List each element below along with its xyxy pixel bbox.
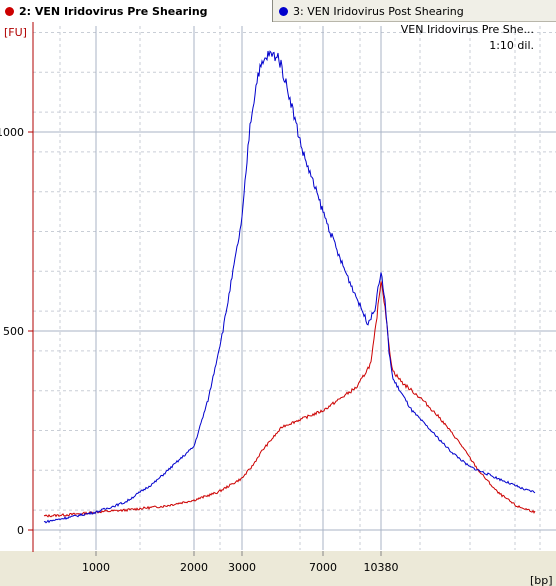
- sample-annotation-name: VEN Iridovirus Pre She...: [401, 23, 534, 36]
- y-axis-label: [FU]: [4, 26, 27, 39]
- x-tick-label: 2000: [180, 561, 208, 574]
- electropherogram-chart: 1000 2000 3000 7000 10380 0 500 1000 [FU] [bp]…: [0, 22, 556, 586]
- sample-annotation-dilution: 1:10 dil.: [489, 39, 534, 52]
- series-line-post-shearing: [43, 50, 536, 524]
- x-tick-label: 1000: [82, 561, 110, 574]
- y-tick-label: 1000: [0, 126, 24, 139]
- red-dot-icon: [5, 6, 14, 16]
- tab-pre-shearing-label: 2: VEN Iridovirus Pre Shearing: [19, 4, 208, 18]
- sample-tab-bar: 2: VEN Iridovirus Pre Shearing 3: VEN Ir…: [0, 0, 556, 22]
- series-line-pre-shearing: [43, 281, 536, 518]
- x-ticks: 1000 2000 3000 7000 10380: [82, 551, 399, 574]
- chart-grid: [33, 26, 556, 550]
- x-tick-label: 3000: [228, 561, 256, 574]
- tab-post-shearing[interactable]: 3: VEN Iridovirus Post Shearing: [272, 0, 556, 22]
- x-tick-label: 10380: [364, 561, 399, 574]
- chart-background: [0, 22, 556, 586]
- x-axis-label: [bp]: [530, 574, 553, 586]
- y-tick-label: 500: [3, 325, 24, 338]
- series-layer: [43, 50, 536, 524]
- tab-pre-shearing[interactable]: 2: VEN Iridovirus Pre Shearing: [0, 0, 272, 22]
- y-ticks: 0 500 1000: [0, 126, 33, 537]
- y-tick-label: 0: [17, 524, 24, 537]
- x-axis-band: [0, 551, 556, 586]
- tab-post-shearing-label: 3: VEN Iridovirus Post Shearing: [293, 4, 464, 18]
- x-tick-label: 7000: [309, 561, 337, 574]
- blue-dot-icon: [279, 6, 288, 16]
